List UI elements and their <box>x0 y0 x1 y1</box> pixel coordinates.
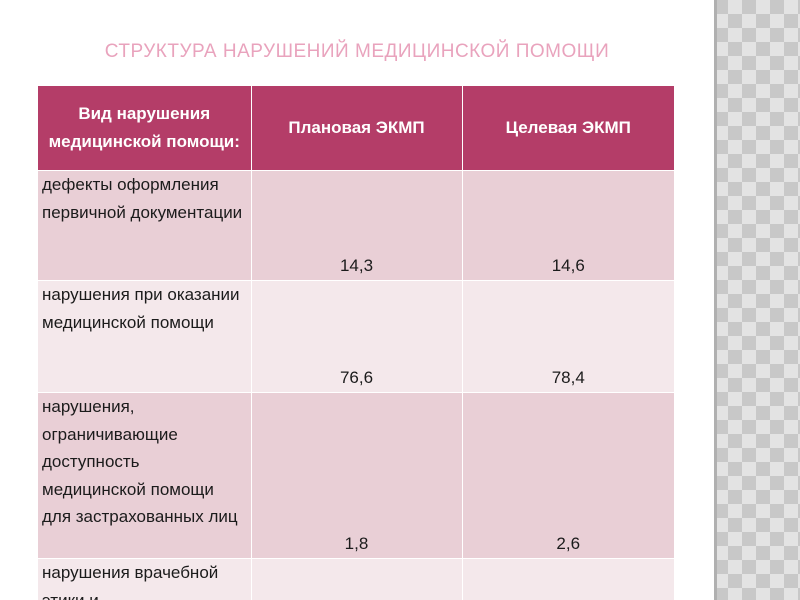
header-targeted-ekmp: Целевая ЭКМП <box>462 86 674 171</box>
row-label: нарушения при оказании медицинской помощ… <box>38 280 252 393</box>
planned-value: 76,6 <box>251 280 463 393</box>
violations-table: Вид нарушения медицинской помощи: Планов… <box>38 86 674 600</box>
row-label: нарушения, ограничивающие доступность ме… <box>38 392 252 559</box>
row-label: нарушения врачебной этики и <box>38 558 252 600</box>
table-row: нарушения, ограничивающие доступность ме… <box>38 392 674 559</box>
table-row: дефекты оформления первичной документаци… <box>38 170 674 281</box>
header-planned-ekmp: Плановая ЭКМП <box>251 86 463 171</box>
planned-value: 14,3 <box>251 170 463 281</box>
targeted-value <box>462 558 674 600</box>
targeted-value: 78,4 <box>462 280 674 393</box>
table-header-row: Вид нарушения медицинской помощи: Планов… <box>38 86 674 171</box>
table-row: нарушения врачебной этики и <box>38 558 674 600</box>
targeted-value: 2,6 <box>462 392 674 559</box>
decorative-side-band <box>714 0 800 600</box>
planned-value <box>251 558 463 600</box>
header-violation-type: Вид нарушения медицинской помощи: <box>38 86 252 171</box>
row-label: дефекты оформления первичной документаци… <box>38 170 252 281</box>
slide-title: СТРУКТУРА НАРУШЕНИЙ МЕДИЦИНСКОЙ ПОМОЩИ <box>104 41 610 62</box>
table-row: нарушения при оказании медицинской помощ… <box>38 280 674 393</box>
planned-value: 1,8 <box>251 392 463 559</box>
targeted-value: 14,6 <box>462 170 674 281</box>
